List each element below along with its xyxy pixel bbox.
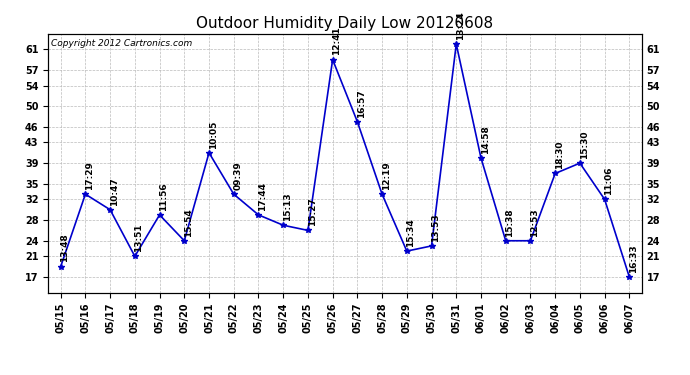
Text: 12:53: 12:53 [530,208,539,237]
Text: 15:38: 15:38 [505,208,514,237]
Text: 16:57: 16:57 [357,89,366,117]
Text: 15:54: 15:54 [184,208,193,237]
Text: 09:39: 09:39 [233,161,242,190]
Text: 11:56: 11:56 [159,182,168,211]
Text: 13:48: 13:48 [60,234,69,262]
Text: 15:27: 15:27 [308,198,317,226]
Text: 10:05: 10:05 [208,120,217,148]
Text: 12:41: 12:41 [333,27,342,56]
Text: 15:13: 15:13 [283,192,292,221]
Text: 13:24: 13:24 [456,11,465,40]
Text: 15:34: 15:34 [406,218,415,247]
Text: 15:30: 15:30 [580,130,589,159]
Text: 14:58: 14:58 [481,125,490,154]
Title: Outdoor Humidity Daily Low 20120608: Outdoor Humidity Daily Low 20120608 [197,16,493,31]
Text: 17:29: 17:29 [85,161,94,190]
Text: 13:51: 13:51 [135,224,144,252]
Text: 11:06: 11:06 [604,166,613,195]
Text: 10:47: 10:47 [110,177,119,206]
Text: Copyright 2012 Cartronics.com: Copyright 2012 Cartronics.com [51,39,193,48]
Text: 12:19: 12:19 [382,161,391,190]
Text: 16:33: 16:33 [629,244,638,273]
Text: 18:30: 18:30 [555,141,564,169]
Text: 17:44: 17:44 [258,182,267,211]
Text: 13:53: 13:53 [431,213,440,242]
